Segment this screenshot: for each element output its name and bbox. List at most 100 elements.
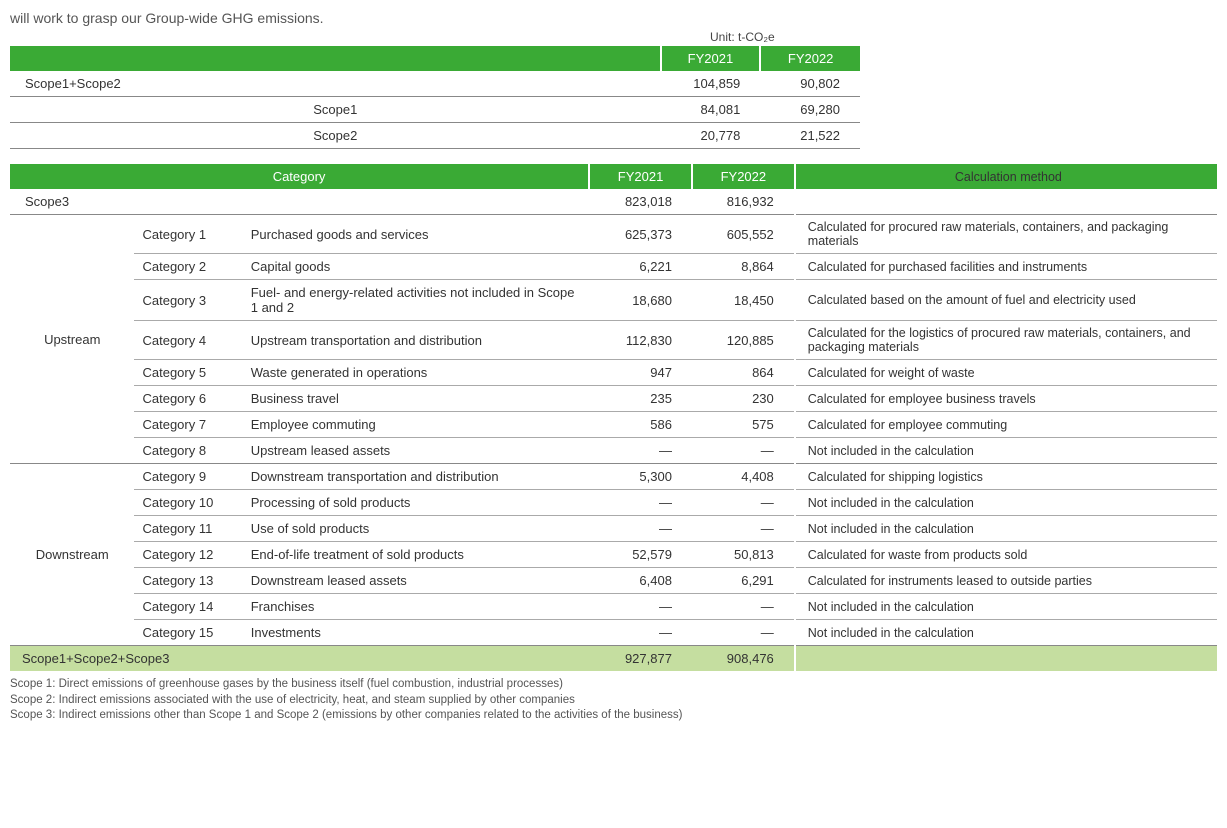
category-fy2021: — — [589, 594, 692, 620]
category-number: Category 8 — [134, 438, 242, 464]
category-number: Category 3 — [134, 280, 242, 321]
footnote-2: Scope 2: Indirect emissions associated w… — [10, 693, 1217, 709]
category-method: Calculated for shipping logistics — [795, 464, 1217, 490]
category-number: Category 2 — [134, 254, 242, 280]
t1-row-fy2022: 69,280 — [760, 97, 860, 123]
category-fy2022: 575 — [692, 412, 795, 438]
category-fy2021: 586 — [589, 412, 692, 438]
category-desc: Downstream transportation and distributi… — [243, 464, 589, 490]
category-method: Not included in the calculation — [795, 438, 1217, 464]
category-desc: Upstream leased assets — [243, 438, 589, 464]
category-fy2021: 112,830 — [589, 321, 692, 360]
category-desc: Upstream transportation and distribution — [243, 321, 589, 360]
t1-row-label: Scope2 — [10, 123, 661, 149]
category-number: Category 9 — [134, 464, 242, 490]
total-label: Scope1+Scope2+Scope3 — [10, 646, 589, 672]
category-fy2022: 18,450 — [692, 280, 795, 321]
category-method: Calculated for waste from products sold — [795, 542, 1217, 568]
category-number: Category 5 — [134, 360, 242, 386]
category-number: Category 7 — [134, 412, 242, 438]
scope3-fy2021: 823,018 — [589, 189, 692, 215]
t2-fy2021-header: FY2021 — [589, 164, 692, 189]
category-fy2021: — — [589, 438, 692, 464]
category-number: Category 1 — [134, 215, 242, 254]
footnote-3: Scope 3: Indirect emissions other than S… — [10, 708, 1217, 724]
category-method: Calculated for procured raw materials, c… — [795, 215, 1217, 254]
category-number: Category 12 — [134, 542, 242, 568]
category-number: Category 15 — [134, 620, 242, 646]
t1-fy2022-header: FY2022 — [760, 46, 860, 71]
t1-row-label: Scope1+Scope2 — [10, 71, 661, 97]
footnote-1: Scope 1: Direct emissions of greenhouse … — [10, 677, 1217, 693]
category-desc: Processing of sold products — [243, 490, 589, 516]
category-fy2022: 864 — [692, 360, 795, 386]
scope3-label: Scope3 — [10, 189, 589, 215]
category-fy2022: — — [692, 620, 795, 646]
category-number: Category 13 — [134, 568, 242, 594]
category-desc: End-of-life treatment of sold products — [243, 542, 589, 568]
category-method: Not included in the calculation — [795, 516, 1217, 542]
category-fy2022: — — [692, 516, 795, 542]
total-method — [795, 646, 1217, 672]
category-fy2022: 8,864 — [692, 254, 795, 280]
t2-fy2022-header: FY2022 — [692, 164, 795, 189]
category-number: Category 11 — [134, 516, 242, 542]
category-fy2022: 605,552 — [692, 215, 795, 254]
stream-label: Upstream — [10, 215, 134, 464]
category-number: Category 14 — [134, 594, 242, 620]
total-fy2021: 927,877 — [589, 646, 692, 672]
category-desc: Franchises — [243, 594, 589, 620]
category-fy2021: — — [589, 516, 692, 542]
category-fy2022: — — [692, 594, 795, 620]
category-fy2022: 4,408 — [692, 464, 795, 490]
unit-label: Unit: t-CO₂e — [10, 30, 1217, 44]
stream-label: Downstream — [10, 464, 134, 646]
t1-row-fy2022: 21,522 — [760, 123, 860, 149]
t1-row-fy2021: 104,859 — [661, 71, 761, 97]
intro-text: will work to grasp our Group-wide GHG em… — [10, 10, 1217, 26]
category-fy2022: 230 — [692, 386, 795, 412]
t1-row-label: Scope1 — [10, 97, 661, 123]
category-fy2021: 6,221 — [589, 254, 692, 280]
t1-row-fy2021: 84,081 — [661, 97, 761, 123]
category-fy2021: 5,300 — [589, 464, 692, 490]
category-method: Calculated for employee commuting — [795, 412, 1217, 438]
t1-blank-header — [10, 46, 661, 71]
category-desc: Capital goods — [243, 254, 589, 280]
category-method: Calculated for purchased facilities and … — [795, 254, 1217, 280]
category-fy2022: — — [692, 490, 795, 516]
t1-fy2021-header: FY2021 — [661, 46, 761, 71]
category-desc: Fuel- and energy-related activities not … — [243, 280, 589, 321]
footnotes: Scope 1: Direct emissions of greenhouse … — [10, 677, 1217, 724]
category-fy2022: 120,885 — [692, 321, 795, 360]
t1-row-fy2022: 90,802 — [760, 71, 860, 97]
scope3-method — [795, 189, 1217, 215]
category-number: Category 10 — [134, 490, 242, 516]
category-number: Category 4 — [134, 321, 242, 360]
category-desc: Business travel — [243, 386, 589, 412]
category-method: Not included in the calculation — [795, 594, 1217, 620]
category-fy2022: 6,291 — [692, 568, 795, 594]
category-method: Not included in the calculation — [795, 490, 1217, 516]
category-fy2021: 235 — [589, 386, 692, 412]
category-desc: Purchased goods and services — [243, 215, 589, 254]
category-number: Category 6 — [134, 386, 242, 412]
category-method: Calculated for weight of waste — [795, 360, 1217, 386]
category-desc: Use of sold products — [243, 516, 589, 542]
t2-category-header: Category — [10, 164, 589, 189]
total-fy2022: 908,476 — [692, 646, 795, 672]
category-desc: Downstream leased assets — [243, 568, 589, 594]
category-fy2021: 6,408 — [589, 568, 692, 594]
category-fy2022: 50,813 — [692, 542, 795, 568]
category-desc: Investments — [243, 620, 589, 646]
scope3-table: Category FY2021 FY2022 Calculation metho… — [10, 164, 1217, 671]
scope-summary-table: FY2021 FY2022 Scope1+Scope2104,85990,802… — [10, 46, 860, 149]
category-fy2021: — — [589, 620, 692, 646]
category-fy2021: 52,579 — [589, 542, 692, 568]
scope3-fy2022: 816,932 — [692, 189, 795, 215]
category-method: Calculated for instruments leased to out… — [795, 568, 1217, 594]
t2-method-header: Calculation method — [795, 164, 1217, 189]
category-fy2021: — — [589, 490, 692, 516]
category-method: Not included in the calculation — [795, 620, 1217, 646]
category-desc: Employee commuting — [243, 412, 589, 438]
